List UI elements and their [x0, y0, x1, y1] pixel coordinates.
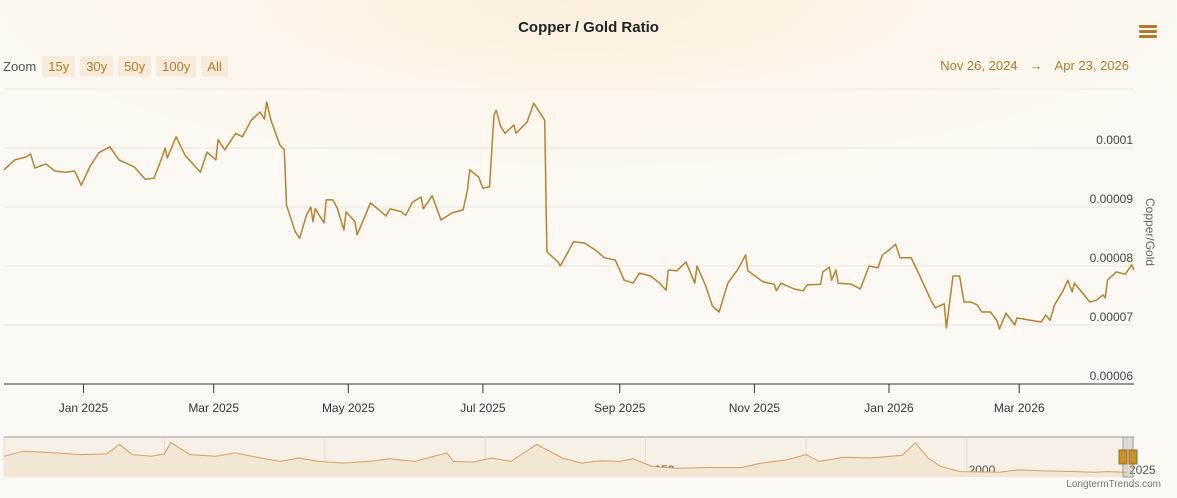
x-tick-label: Nov 2025: [729, 401, 781, 415]
x-tick-label: Jan 2026: [864, 401, 914, 415]
navigator[interactable]: 18501875190019251950197520002025: [3, 436, 1156, 478]
navigator-line: [3, 441, 1128, 473]
zoom-controls: Zoom 15y 30y 50y 100y All: [3, 56, 233, 77]
zoom-30y-button[interactable]: 30y: [80, 56, 114, 77]
x-tick-label: Jan 2025: [59, 401, 109, 415]
series-line: [3, 101, 1135, 330]
x-tick-label: Sep 2025: [594, 401, 646, 415]
x-tick-label: May 2025: [322, 401, 375, 415]
navigator-right-handle[interactable]: [1128, 449, 1138, 465]
navigator-area: [4, 442, 1127, 477]
y-axis-title: Copper/Gold: [1143, 198, 1157, 266]
zoom-label: Zoom: [3, 59, 37, 74]
x-tick-label: Jul 2025: [460, 401, 506, 415]
x-tick-label: Mar 2026: [994, 401, 1045, 415]
navigator-left-handle[interactable]: [1118, 449, 1128, 465]
y-tick-label: 0.00009: [1090, 192, 1134, 206]
range-from-input[interactable]: Nov 26, 2024: [940, 58, 1018, 73]
y-tick-label: 0.0001: [1096, 133, 1133, 147]
y-tick-label: 0.00007: [1090, 310, 1134, 324]
zoom-50y-button[interactable]: 50y: [118, 56, 152, 77]
zoom-all-button[interactable]: All: [201, 56, 228, 77]
zoom-15y-button[interactable]: 15y: [42, 56, 76, 77]
x-tick-label: Mar 2025: [188, 401, 239, 415]
y-tick-label: 0.00008: [1090, 251, 1134, 265]
hamburger-icon[interactable]: [1139, 25, 1157, 39]
credit-link[interactable]: LongtermTrends.com: [1066, 479, 1161, 490]
zoom-100y-button[interactable]: 100y: [156, 56, 197, 77]
arrow-icon: →: [1029, 58, 1043, 73]
range-to-input[interactable]: Apr 23, 2026: [1054, 58, 1129, 73]
y-tick-label: 0.00006: [1090, 369, 1134, 383]
date-range: Nov 26, 2024 → Apr 23, 2026: [940, 58, 1129, 73]
navigator-tick-label: 2025: [1129, 463, 1156, 477]
chart-title: Copper / Gold Ratio: [518, 19, 659, 36]
